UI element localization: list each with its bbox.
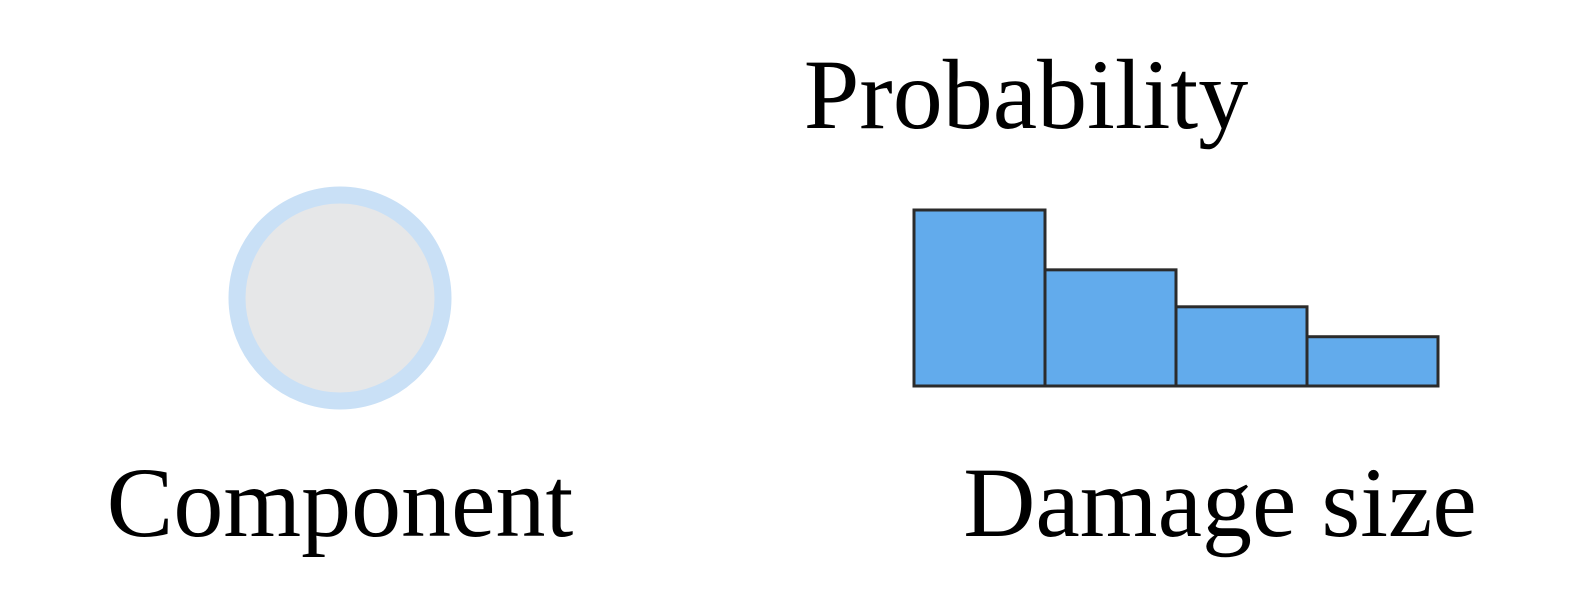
- probability-label: Probability: [804, 39, 1248, 150]
- component-label: Component: [107, 447, 574, 558]
- damage-size-label: Damage size: [963, 447, 1477, 558]
- histogram-bar-4: [1305, 335, 1440, 388]
- damage-size-histogram: [912, 208, 1440, 388]
- component-circle: [228, 186, 452, 410]
- histogram-bar-1: [912, 208, 1047, 388]
- histogram-bar-3: [1174, 305, 1309, 388]
- histogram-bar-2: [1043, 268, 1178, 388]
- component-node: [228, 186, 452, 410]
